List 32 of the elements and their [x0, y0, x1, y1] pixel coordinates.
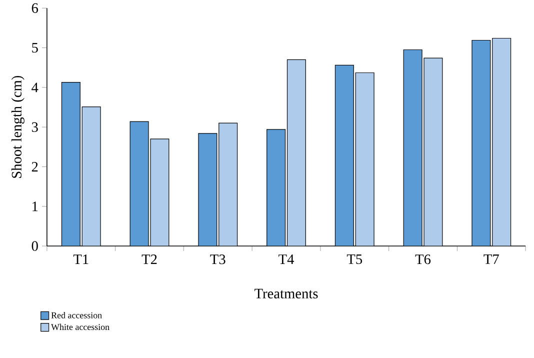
bar [218, 122, 238, 246]
bar [198, 133, 218, 246]
bar [266, 129, 286, 246]
bar [130, 121, 149, 246]
x-tick-label: T2 [142, 254, 157, 264]
bar [472, 40, 491, 246]
x-tick-label: T1 [73, 254, 88, 264]
y-tick-label: 5 [32, 42, 38, 52]
y-tick-label: 1 [32, 202, 38, 212]
x-tick-label: T3 [210, 254, 226, 264]
x-tick-label: T4 [278, 254, 294, 264]
x-tick-label: T5 [346, 254, 362, 264]
bar [334, 64, 354, 246]
bar [82, 106, 101, 246]
legend-label: Red accession [51, 312, 102, 318]
y-axis-title: Shoot length (cm) [11, 76, 24, 178]
y-tick-label: 4 [32, 82, 38, 92]
x-tick-label: T6 [415, 254, 431, 264]
y-tick-label: 6 [32, 3, 38, 13]
y-tick-label: 0 [32, 241, 38, 251]
x-tick-label: T7 [484, 254, 499, 264]
y-tick-label: 3 [32, 122, 38, 132]
bar [492, 38, 512, 246]
x-axis-title: Treatments [254, 288, 318, 298]
bar [61, 82, 80, 246]
bar [355, 72, 374, 246]
bar [424, 58, 443, 246]
bar [286, 59, 306, 246]
y-tick-label: 2 [32, 162, 38, 172]
legend-label: White accession [51, 324, 110, 330]
bar [403, 49, 422, 246]
bar [150, 138, 170, 246]
